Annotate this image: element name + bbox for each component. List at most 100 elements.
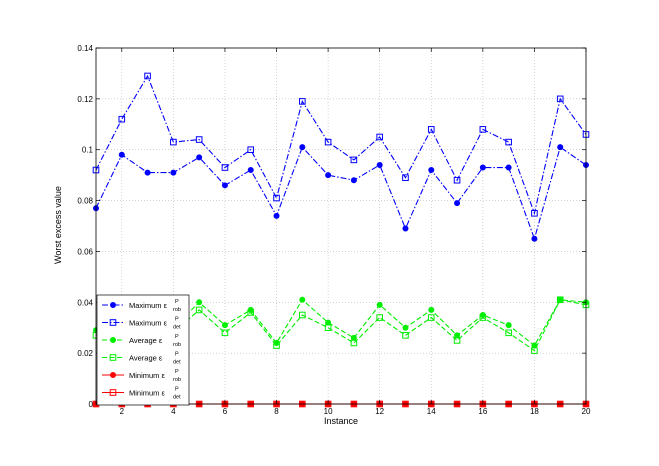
data-point — [557, 144, 564, 151]
legend-superscript: P — [175, 299, 179, 305]
y-tick-label: 0.1 — [82, 146, 94, 155]
y-tick-label: 0.06 — [77, 247, 93, 256]
data-point — [376, 314, 383, 321]
x-tick-label: 12 — [375, 407, 384, 416]
data-point — [505, 164, 512, 171]
data-point — [299, 144, 306, 151]
data-point — [144, 72, 151, 80]
legend-marker — [110, 301, 117, 308]
legend-subscript: det — [173, 360, 181, 366]
legend-subscript: rob — [173, 377, 181, 383]
data-point — [531, 347, 538, 354]
legend-label: Average ε — [129, 336, 163, 345]
y-tick-label: 0.08 — [77, 197, 93, 206]
axes: 2 4 6 8 10 12 14 16 18 20 0 0.02 0.04 0.06 0.08 0.1 0.12… — [77, 44, 591, 416]
legend-marker — [109, 319, 117, 326]
y-tick-label: 0.12 — [77, 95, 93, 104]
data-point — [196, 299, 203, 306]
data-point — [454, 200, 461, 207]
legend-superscript: P — [175, 317, 179, 323]
data-point — [299, 98, 306, 105]
data-point — [170, 138, 177, 146]
x-tick-label: 6 — [223, 407, 228, 416]
data-point — [324, 138, 332, 146]
data-point — [118, 151, 125, 158]
data-point — [273, 342, 280, 349]
data-point — [428, 167, 435, 174]
data-point — [376, 133, 383, 141]
x-tick-label: 8 — [274, 407, 279, 416]
legend-label: Average ε — [129, 354, 163, 363]
data-point — [144, 169, 151, 176]
data-point — [247, 146, 255, 154]
x-axis-label: Instance — [324, 416, 358, 426]
data-point — [221, 329, 229, 337]
data-point — [453, 337, 461, 344]
data-point — [247, 309, 255, 316]
data-point — [376, 301, 383, 308]
legend-subscript: rob — [173, 307, 181, 313]
data-point — [221, 164, 229, 171]
data-point — [427, 126, 435, 133]
data-point — [453, 176, 461, 184]
data-point — [479, 164, 486, 171]
y-tick-label: 0.14 — [77, 44, 93, 53]
legend-marker — [110, 336, 117, 343]
y-axis-label: Worst excess value — [53, 186, 63, 264]
data-point — [196, 154, 203, 161]
data-point — [376, 161, 383, 168]
data-point — [350, 177, 357, 184]
data-point — [556, 296, 564, 304]
data-point — [402, 324, 409, 331]
y-tick-label: 0.04 — [77, 298, 93, 307]
data-point — [195, 306, 203, 314]
series-1 — [92, 72, 590, 217]
data-point — [402, 332, 409, 339]
data-point — [247, 167, 254, 174]
x-tick-label: 10 — [324, 407, 333, 416]
x-tick-label: 4 — [171, 407, 176, 416]
legend-label: Maximum ε — [129, 319, 168, 328]
y-tick-label: 0.02 — [77, 349, 93, 358]
data-point — [170, 169, 177, 176]
series-line — [95, 146, 587, 241]
data-point — [505, 329, 512, 337]
data-point — [324, 324, 332, 332]
x-tick-label: 2 — [120, 407, 125, 416]
series-0 — [93, 144, 590, 242]
data-point — [479, 126, 487, 133]
data-point — [428, 306, 435, 313]
plot-frame — [95, 47, 587, 405]
x-tick-label: 18 — [530, 407, 539, 416]
data-point — [273, 194, 280, 202]
data-point — [505, 138, 512, 146]
legend-subscript: det — [173, 325, 181, 331]
data-point — [273, 212, 280, 219]
legend-superscript: P — [175, 334, 179, 340]
legend-marker — [109, 389, 117, 396]
legend-marker — [110, 371, 117, 378]
data-point — [402, 174, 409, 181]
legend-marker — [109, 354, 117, 361]
legend-label: Minimum ε — [129, 371, 166, 380]
legend-subscript: rob — [173, 342, 181, 348]
data-point — [221, 322, 228, 329]
data-point — [427, 314, 435, 321]
data-point — [195, 136, 203, 143]
data-point — [325, 172, 332, 179]
y-tick-label: 0 — [89, 400, 94, 409]
data-point — [531, 209, 538, 217]
data-point — [221, 182, 228, 189]
data-point — [299, 296, 306, 303]
data-point — [118, 115, 126, 123]
x-tick-label: 16 — [478, 407, 487, 416]
legend-label: Minimum ε — [129, 389, 166, 398]
